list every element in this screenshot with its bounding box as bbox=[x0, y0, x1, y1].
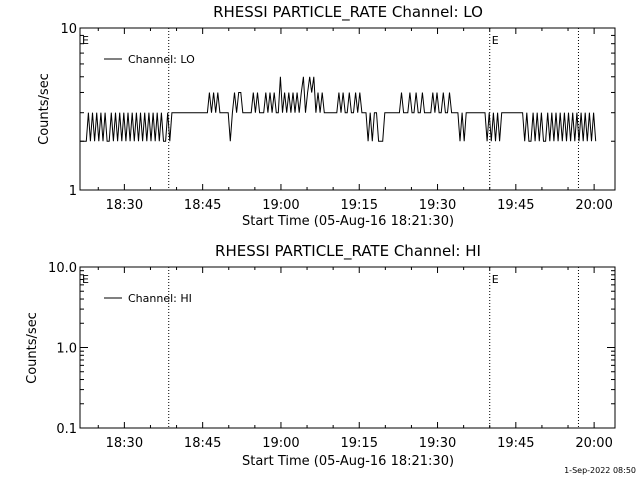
hi-y-tick-label: 0.1 bbox=[56, 422, 77, 437]
lo-series-line bbox=[80, 76, 597, 142]
lo-x-tick-label: 19:45 bbox=[497, 198, 534, 213]
hi-y-ticks: 0.1 1.0 10.0 bbox=[48, 261, 615, 437]
lo-y-tick-label: 10 bbox=[60, 22, 77, 37]
lo-plot-frame bbox=[79, 27, 616, 191]
lo-legend: Channel: LO bbox=[104, 53, 195, 66]
lo-x-tick-label: 19:00 bbox=[262, 198, 299, 213]
hi-y-axis-label: Counts/sec bbox=[25, 312, 40, 384]
hi-legend-label: Channel: HI bbox=[128, 292, 192, 305]
lo-event-label: E bbox=[492, 34, 499, 47]
lo-x-tick-label: 18:45 bbox=[184, 198, 221, 213]
lo-chart-title: RHESSI PARTICLE_RATE Channel: LO bbox=[213, 3, 483, 22]
hi-x-ticks: 18:30 18:45 19:00 19:15 19:30 19:45 20:00 bbox=[97, 267, 613, 451]
lo-legend-label: Channel: LO bbox=[128, 53, 195, 66]
footer-date: 1-Sep-2022 08:50 bbox=[564, 466, 636, 475]
hi-event-label: E bbox=[82, 273, 89, 286]
lo-channel-panel: RHESSI PARTICLE_RATE Channel: LO 18:30 18… bbox=[37, 3, 616, 229]
lo-series bbox=[80, 76, 597, 142]
hi-y-tick-label: 10.0 bbox=[48, 261, 77, 276]
hi-channel-panel: RHESSI PARTICLE_RATE Channel: HI 18:30 18… bbox=[25, 242, 616, 469]
hi-x-tick-label: 19:45 bbox=[497, 436, 534, 451]
lo-x-ticks: 18:30 18:45 19:00 19:15 19:30 19:45 20:00 bbox=[97, 28, 613, 213]
hi-x-tick-label: 19:00 bbox=[262, 436, 299, 451]
hi-x-tick-label: 18:30 bbox=[106, 436, 143, 451]
hi-x-tick-label: 18:45 bbox=[184, 436, 221, 451]
hi-x-tick-label: 19:30 bbox=[419, 436, 456, 451]
hi-chart-title: RHESSI PARTICLE_RATE Channel: HI bbox=[215, 242, 481, 261]
lo-y-ticks: 1 10 bbox=[60, 22, 615, 199]
lo-y-axis-label: Counts/sec bbox=[37, 73, 52, 145]
lo-x-tick-label: 18:30 bbox=[106, 198, 143, 213]
hi-event-label: E bbox=[492, 273, 499, 286]
lo-y-tick-label: 1 bbox=[69, 184, 77, 199]
hi-x-tick-label: 19:15 bbox=[341, 436, 378, 451]
lo-x-tick-label: 19:15 bbox=[341, 198, 378, 213]
lo-event-label: E bbox=[82, 34, 89, 47]
hi-x-tick-label: 20:00 bbox=[575, 436, 612, 451]
lo-x-tick-label: 19:30 bbox=[419, 198, 456, 213]
hi-legend: Channel: HI bbox=[104, 292, 192, 305]
lo-x-tick-label: 20:00 bbox=[575, 198, 612, 213]
hi-x-axis-label: Start Time (05-Aug-16 18:21:30) bbox=[242, 454, 454, 469]
lo-x-axis-label: Start Time (05-Aug-16 18:21:30) bbox=[242, 214, 454, 229]
hi-y-tick-label: 1.0 bbox=[56, 342, 77, 357]
